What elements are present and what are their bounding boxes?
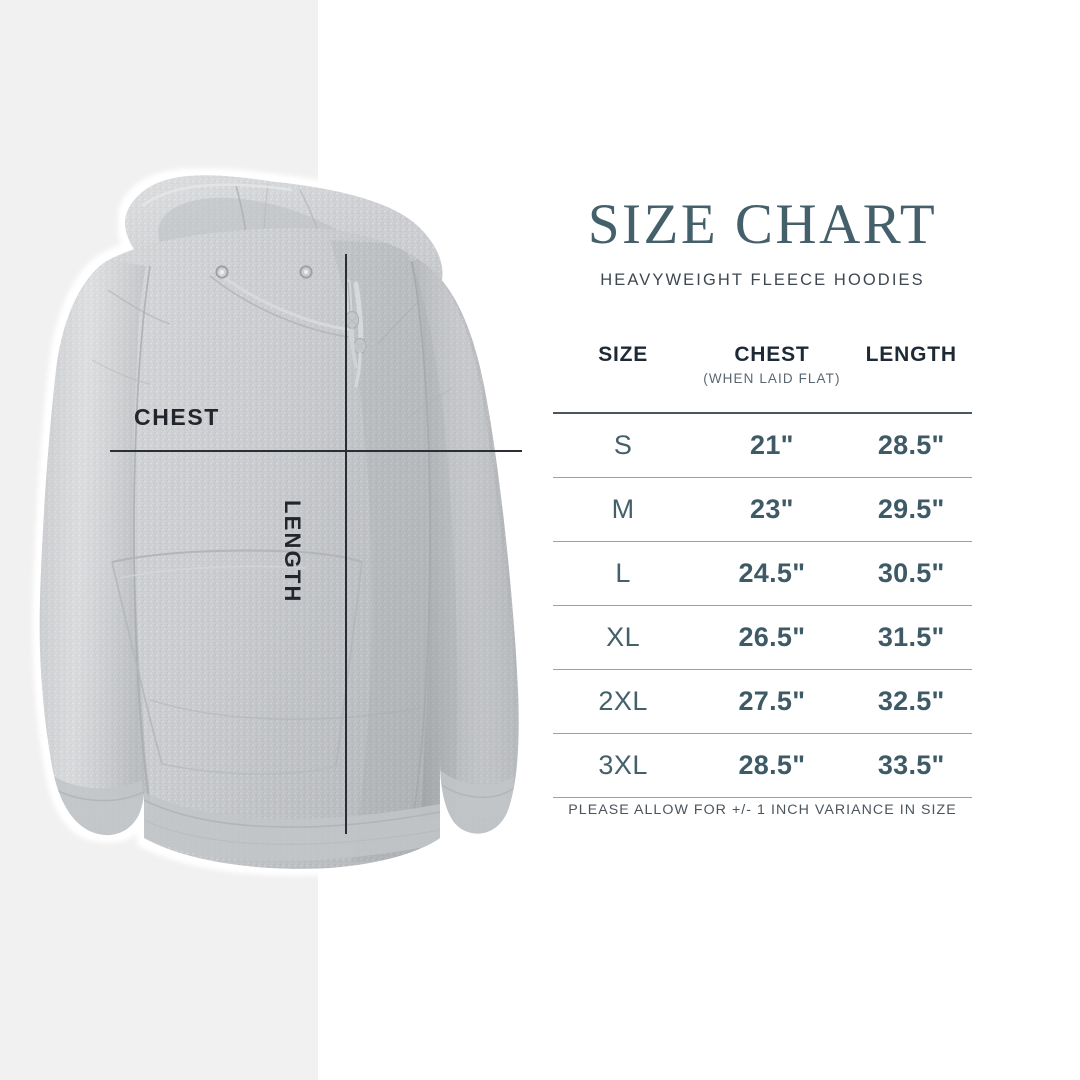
cell-size: S xyxy=(553,414,694,478)
hoodie-icon xyxy=(39,175,519,869)
table-row: 2XL 27.5" 32.5" xyxy=(553,669,972,734)
hoodie-drawstrings xyxy=(209,265,367,388)
hoodie-body xyxy=(39,228,519,869)
cell-size: L xyxy=(553,541,694,606)
table-row: XL 26.5" 31.5" xyxy=(553,605,972,670)
cell-length: 31.5" xyxy=(850,605,972,670)
cell-chest: 21" xyxy=(693,414,851,478)
column-header-length: LENGTH xyxy=(850,340,972,413)
cell-chest: 27.5" xyxy=(693,669,851,734)
cell-length: 29.5" xyxy=(850,477,972,542)
column-header-length-label: LENGTH xyxy=(865,343,957,366)
cell-size: 3XL xyxy=(553,733,694,798)
product-image-area: CHEST LENGTH xyxy=(39,175,522,869)
table-row: L 24.5" 30.5" xyxy=(553,541,972,606)
table-row: M 23" 29.5" xyxy=(553,477,972,542)
size-chart-panel: SIZE CHART HEAVYWEIGHT FLEECE HOODIES SI… xyxy=(553,0,972,1080)
length-measure-line xyxy=(345,254,347,834)
cell-size: XL xyxy=(553,605,694,670)
cell-chest: 24.5" xyxy=(693,541,851,606)
table-body: S 21" 28.5" M 23" 29.5" L 24.5" 30.5" XL… xyxy=(553,414,972,798)
column-header-chest-sublabel: (WHEN LAID FLAT) xyxy=(703,371,841,387)
column-header-chest: CHEST (WHEN LAID FLAT) xyxy=(693,340,850,413)
table-header-row: SIZE CHEST (WHEN LAID FLAT) LENGTH xyxy=(553,340,972,413)
table-row: 3XL 28.5" 33.5" xyxy=(553,733,972,798)
column-header-size: SIZE xyxy=(553,340,693,413)
cell-length: 28.5" xyxy=(850,414,972,478)
cell-length: 32.5" xyxy=(850,669,972,734)
cell-size: 2XL xyxy=(553,669,694,734)
cell-chest: 23" xyxy=(693,477,851,542)
column-header-size-label: SIZE xyxy=(598,343,649,366)
chest-measure-line xyxy=(110,450,522,452)
chest-measure-label: CHEST xyxy=(134,404,220,430)
cell-chest: 26.5" xyxy=(693,605,851,670)
page-subtitle: HEAVYWEIGHT FLEECE HOODIES xyxy=(600,271,925,289)
length-measure-label: LENGTH xyxy=(280,500,305,604)
size-table: SIZE CHEST (WHEN LAID FLAT) LENGTH S xyxy=(553,340,972,798)
table-row: S 21" 28.5" xyxy=(553,414,972,478)
page-title: SIZE CHART xyxy=(587,193,938,256)
cell-length: 30.5" xyxy=(850,541,972,606)
variance-note: PLEASE ALLOW FOR +/- 1 INCH VARIANCE IN … xyxy=(568,802,957,818)
cell-chest: 28.5" xyxy=(693,733,851,798)
cell-size: M xyxy=(553,477,694,542)
cell-length: 33.5" xyxy=(850,733,972,798)
column-header-chest-label: CHEST xyxy=(734,343,810,366)
